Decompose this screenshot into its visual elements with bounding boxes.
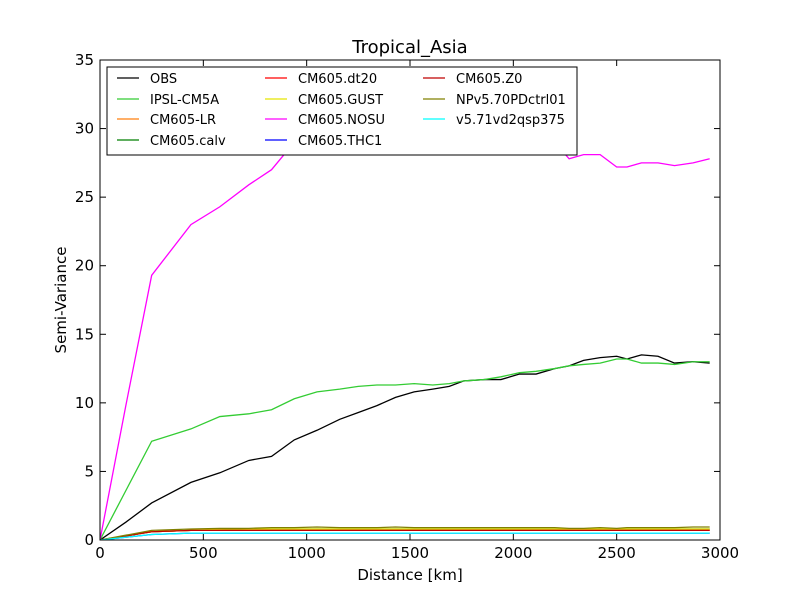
legend-items: OBS IPSL-CM5A CM605-LR CM605.calv CM605.dt20… bbox=[117, 72, 566, 149]
x-tick-label: 3000 bbox=[701, 544, 739, 562]
series-layer bbox=[100, 141, 710, 540]
series-line-v5-71vd2qsp375 bbox=[100, 532, 710, 540]
legend-label-npv5-70pdctrl01: NPv5.70PDctrl01 bbox=[456, 93, 566, 108]
y-tick-label: 25 bbox=[75, 188, 94, 206]
legend-label-cm605-thc1: CM605.THC1 bbox=[298, 134, 382, 149]
x-tick-label: 1500 bbox=[391, 544, 429, 562]
chart-title: Tropical_Asia bbox=[351, 37, 467, 58]
x-tick-label: 2500 bbox=[598, 544, 636, 562]
series-line-cm605-z0 bbox=[100, 529, 710, 540]
series-line-ipsl-cm5a bbox=[100, 358, 710, 540]
y-tick-label: 5 bbox=[84, 462, 94, 480]
legend: OBS IPSL-CM5A CM605-LR CM605.calv CM605.dt20… bbox=[106, 66, 578, 156]
series-line-npv5-70pdctrl01 bbox=[100, 526, 710, 540]
axis-ticks: 0 500 1000 1500 2000 2500 3000 0 5 10 15 20 25 30 35 bbox=[75, 51, 739, 562]
y-tick-label: 30 bbox=[75, 120, 94, 138]
x-tick-label: 500 bbox=[189, 544, 218, 562]
y-axis-label: Semi-Variance bbox=[52, 247, 70, 354]
series-line-cm605-gust bbox=[100, 528, 710, 540]
x-tick-label: 0 bbox=[95, 544, 105, 562]
x-tick-label: 2000 bbox=[494, 544, 532, 562]
y-tick-label: 0 bbox=[84, 531, 94, 549]
legend-label-obs: OBS bbox=[150, 72, 177, 87]
legend-label-cm605-calv: CM605.calv bbox=[150, 134, 226, 149]
y-tick-label: 20 bbox=[75, 257, 94, 275]
y-tick-label: 10 bbox=[75, 394, 94, 412]
legend-label-cm605-nosu: CM605.NOSU bbox=[298, 113, 385, 128]
x-axis-label: Distance [km] bbox=[357, 566, 462, 584]
legend-label-cm605-gust: CM605.GUST bbox=[298, 93, 383, 108]
legend-label-ipsl-cm5a: IPSL-CM5A bbox=[150, 93, 219, 108]
legend-label-cm605-z0: CM605.Z0 bbox=[456, 72, 522, 87]
y-tick-label: 35 bbox=[75, 51, 94, 69]
y-tick-label: 15 bbox=[75, 325, 94, 343]
legend-label-cm605-lr: CM605-LR bbox=[150, 113, 216, 128]
legend-frame bbox=[106, 66, 578, 156]
legend-label-v5-71vd2qsp375: v5.71vd2qsp375 bbox=[456, 113, 565, 128]
legend-label-cm605-dt20: CM605.dt20 bbox=[298, 72, 377, 87]
x-tick-label: 1000 bbox=[288, 544, 326, 562]
